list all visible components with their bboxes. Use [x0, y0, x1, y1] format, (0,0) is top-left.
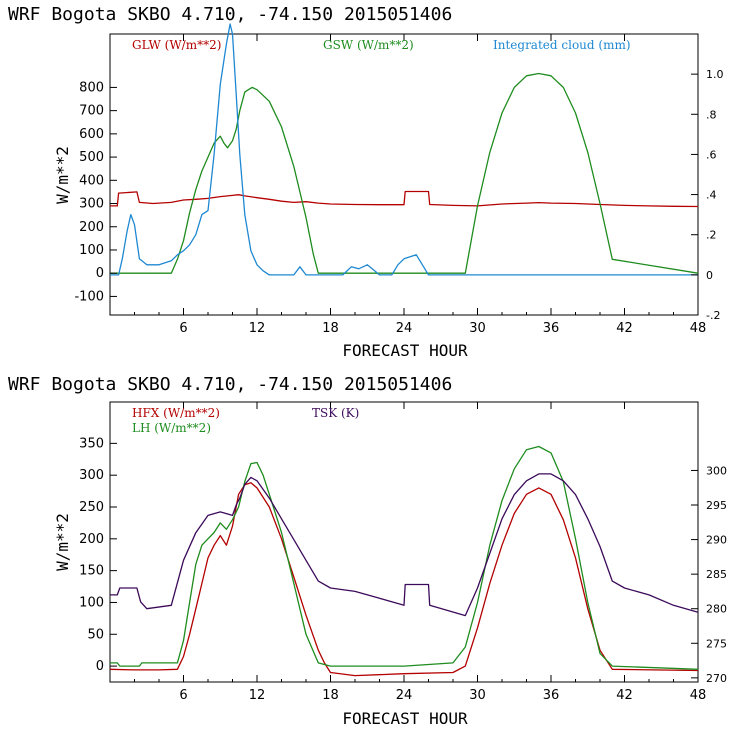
x-tick-label: 36 [543, 321, 560, 336]
right-y-tick-label: .8 [706, 108, 717, 121]
right-y-tick-label: .4 [706, 189, 717, 202]
y-tick-label: 0 [96, 266, 104, 281]
right-y-tick-label: 270 [706, 672, 727, 685]
x-tick-label: 30 [469, 688, 486, 703]
legend-hfx: HFX (W/m**2) [132, 406, 220, 420]
x-tick-label: 48 [690, 321, 707, 336]
right-y-tick-label: 275 [706, 637, 727, 650]
x-tick-label: 6 [179, 321, 187, 336]
right-y-tick-label: .2 [706, 229, 717, 242]
right-y-tick-label: 295 [706, 499, 727, 512]
x-tick-label: 36 [543, 688, 560, 703]
series-line-hfx [109, 482, 699, 677]
right-y-tick-label: 0 [706, 269, 713, 282]
x-tick-label: 18 [322, 321, 339, 336]
top-chart: WRF Bogota SKBO 4.710, -74.150 201505140… [8, 4, 724, 360]
y-tick-label: 200 [79, 220, 104, 235]
right-y-tick-label: 290 [706, 534, 727, 547]
legend-lh: LH (W/m**2) [132, 421, 211, 435]
y-tick-label: 0 [96, 659, 104, 674]
x-tick-label: 6 [179, 688, 187, 703]
series-line-glw [110, 190, 699, 208]
y-tick-label: -100 [74, 289, 104, 304]
legend-tsk: TSK (K) [312, 406, 359, 420]
y-tick-label: 150 [79, 564, 104, 579]
bottom-plot-frame [109, 401, 699, 683]
right-y-tick-label: .6 [706, 148, 717, 161]
x-tick-label: 42 [616, 688, 633, 703]
right-y-tick-label: 280 [706, 603, 727, 616]
series-line-gsw [110, 72, 699, 274]
legend-gsw: GSW (W/m**2) [323, 38, 414, 52]
x-tick-label: 18 [322, 688, 339, 703]
bottom-y-axis-label: W/m**2 [53, 513, 72, 571]
series-line-integrated [110, 23, 698, 276]
x-tick-label: 12 [249, 321, 266, 336]
legend-glw: GLW (W/m**2) [132, 38, 221, 52]
bottom-chart: WRF Bogota SKBO 4.710, -74.150 201505140… [8, 374, 727, 728]
y-tick-label: 100 [79, 595, 104, 610]
right-y-tick-label: 300 [706, 464, 727, 477]
y-tick-label: 350 [79, 436, 104, 451]
y-tick-label: 600 [79, 127, 104, 142]
y-tick-label: 800 [79, 80, 104, 95]
y-tick-label: 700 [79, 104, 104, 119]
y-tick-label: 400 [79, 173, 104, 188]
x-tick-label: 12 [249, 688, 266, 703]
right-y-tick-label: 285 [706, 568, 727, 581]
x-tick-label: 48 [690, 688, 707, 703]
y-tick-label: 300 [79, 468, 104, 483]
x-tick-label: 24 [396, 321, 413, 336]
legend-integrated-cloud: Integrated cloud (mm) [493, 38, 631, 52]
y-tick-label: 500 [79, 150, 104, 165]
x-tick-label: 30 [469, 321, 486, 336]
top-x-axis-label: FORECAST HOUR [342, 341, 468, 360]
bottom-chart-title: WRF Bogota SKBO 4.710, -74.150 201505140… [8, 374, 452, 395]
y-tick-label: 250 [79, 500, 104, 515]
y-tick-label: 50 [87, 627, 104, 642]
y-tick-label: 100 [79, 243, 104, 258]
right-y-tick-label: 1.0 [706, 68, 724, 81]
series-line-lh [110, 445, 699, 670]
y-tick-label: 300 [79, 197, 104, 212]
series-line-tsk [110, 473, 699, 617]
y-tick-label: 200 [79, 532, 104, 547]
top-chart-title: WRF Bogota SKBO 4.710, -74.150 201505140… [8, 4, 452, 25]
bottom-x-axis-label: FORECAST HOUR [342, 709, 468, 728]
top-y-axis-label: W/m**2 [53, 146, 72, 204]
x-tick-label: 24 [396, 688, 413, 703]
x-tick-label: 42 [616, 321, 633, 336]
right-y-tick-label: -.2 [706, 309, 720, 322]
